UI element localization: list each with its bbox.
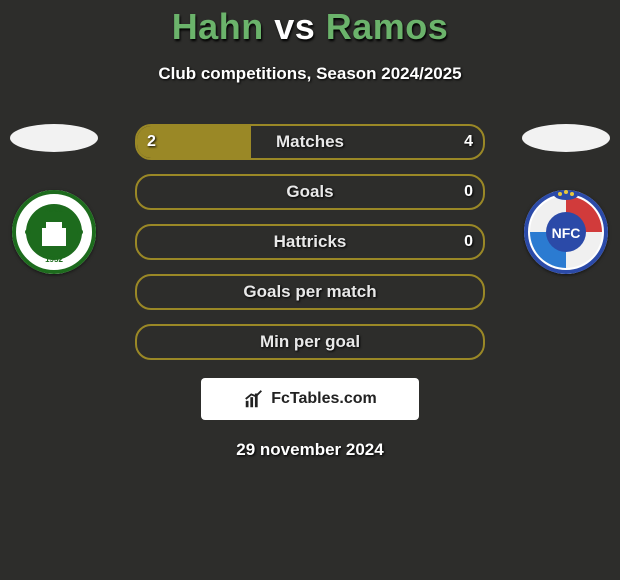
brand-text: FcTables.com bbox=[271, 390, 377, 408]
title-player2: Ramos bbox=[326, 6, 449, 47]
stat-row-goals: Goals 0 bbox=[135, 174, 485, 210]
player-left-club-badge: 2006 1952 bbox=[12, 190, 96, 274]
stat-value-right: 4 bbox=[464, 126, 473, 158]
footer-date: 29 november 2024 bbox=[0, 440, 620, 460]
content-area: 2006 1952 NFC bbox=[0, 124, 620, 460]
svg-text:1952: 1952 bbox=[45, 255, 63, 264]
stat-value-right: 0 bbox=[464, 176, 473, 208]
club-left-icon: 2006 1952 bbox=[12, 190, 96, 274]
stat-label: Goals bbox=[137, 176, 483, 208]
stat-label: Min per goal bbox=[137, 326, 483, 358]
player-right-club-badge: NFC bbox=[524, 190, 608, 274]
title-player1: Hahn bbox=[172, 6, 264, 47]
page-title: Hahn vs Ramos bbox=[0, 0, 620, 48]
player-right-avatar bbox=[522, 124, 610, 152]
chart-icon bbox=[243, 388, 265, 410]
svg-text:NFC: NFC bbox=[552, 225, 581, 241]
stat-label: Goals per match bbox=[137, 276, 483, 308]
stat-value-right: 0 bbox=[464, 226, 473, 258]
player-left-column: 2006 1952 bbox=[10, 124, 98, 274]
stat-row-goals-per-match: Goals per match bbox=[135, 274, 485, 310]
player-right-column: NFC bbox=[522, 124, 610, 274]
subtitle: Club competitions, Season 2024/2025 bbox=[0, 64, 620, 84]
brand-box[interactable]: FcTables.com bbox=[201, 378, 419, 420]
stat-label: Hattricks bbox=[137, 226, 483, 258]
svg-text:2006: 2006 bbox=[45, 205, 63, 214]
stat-row-min-per-goal: Min per goal bbox=[135, 324, 485, 360]
stat-label: Matches bbox=[137, 126, 483, 158]
player-left-avatar bbox=[10, 124, 98, 152]
title-vs: vs bbox=[274, 6, 315, 47]
stat-row-matches: 2 Matches 4 bbox=[135, 124, 485, 160]
club-right-icon: NFC bbox=[524, 190, 608, 274]
stat-bars: 2 Matches 4 Goals 0 Hattricks 0 bbox=[135, 124, 485, 360]
stat-row-hattricks: Hattricks 0 bbox=[135, 224, 485, 260]
comparison-card: Hahn vs Ramos Club competitions, Season … bbox=[0, 0, 620, 580]
